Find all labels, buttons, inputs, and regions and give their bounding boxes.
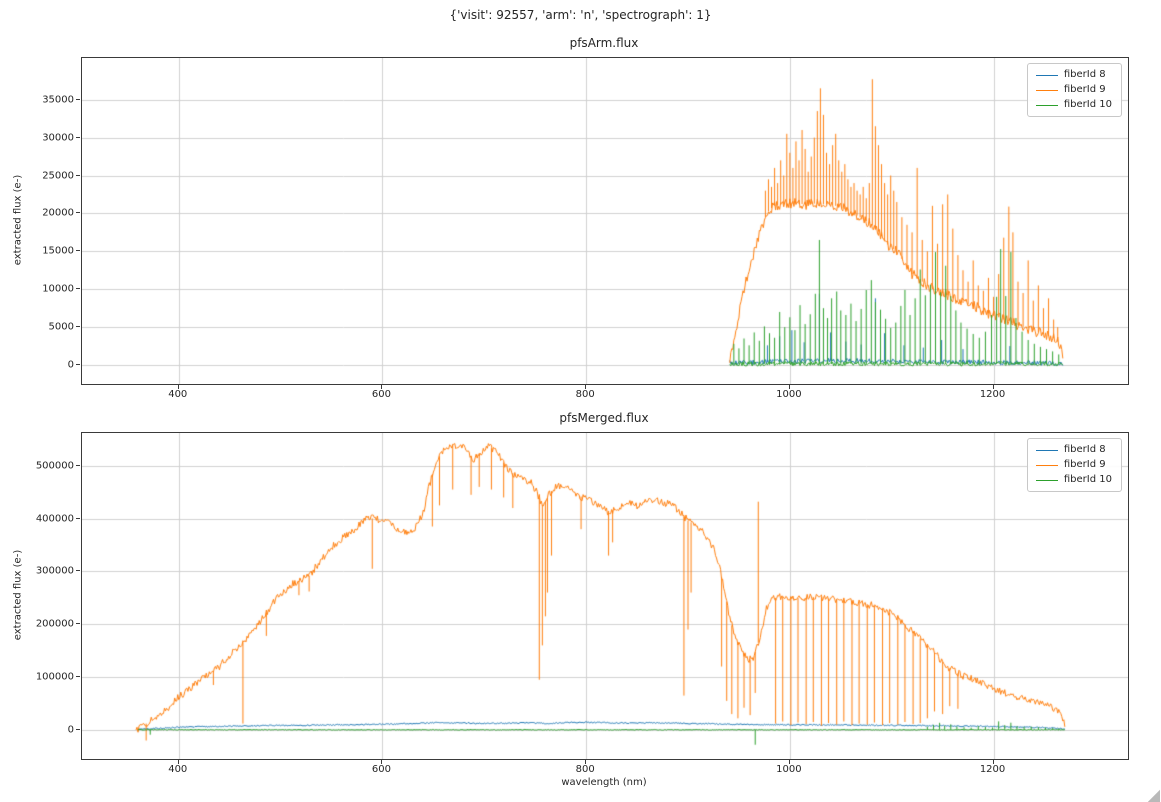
legend-item: fiberId 8 — [1035, 69, 1112, 81]
y-tick-label: 5000 — [48, 321, 74, 333]
x-tick-mark — [789, 385, 790, 389]
plot-canvas — [82, 58, 1128, 384]
pfsMerged-flux-chart: pfsMerged.flux extracted flux (e-) fiber… — [0, 411, 1161, 802]
legend-line-swatch — [1035, 89, 1058, 91]
legend-item: fiberId 10 — [1035, 474, 1112, 486]
legend-line-swatch — [1035, 479, 1058, 481]
x-tick-mark — [178, 385, 179, 389]
resize-grip-icon[interactable]: ◢ — [1147, 785, 1160, 802]
x-tick-mark — [585, 760, 586, 764]
x-tick-mark — [585, 385, 586, 389]
legend-line-swatch — [1035, 104, 1058, 106]
y-tick-mark — [76, 250, 80, 251]
y-tick-label: 35000 — [42, 94, 74, 106]
y-tick-label: 400000 — [35, 513, 74, 525]
plot-area: fiberId 8 fiberId 9 fiberId 10 — [81, 57, 1129, 385]
x-axis-label: wavelength (nm) — [561, 777, 647, 788]
y-tick-label: 0 — [67, 724, 74, 736]
figure-title: {'visit': 92557, 'arm': 'n', 'spectrogra… — [449, 8, 712, 22]
legend-label: fiberId 9 — [1063, 459, 1106, 470]
y-tick-label: 25000 — [42, 170, 74, 181]
chart-title: pfsArm.flux — [569, 36, 639, 50]
x-tick-mark — [381, 385, 382, 389]
legend-item: fiberId 8 — [1035, 444, 1112, 456]
y-tick-mark — [76, 99, 80, 100]
y-tick-mark — [76, 212, 80, 213]
plot-canvas — [82, 433, 1128, 759]
y-tick-mark — [76, 137, 80, 138]
x-tick-mark — [993, 385, 994, 389]
legend-line-swatch — [1035, 464, 1058, 466]
x-tick-label: 800 — [575, 764, 595, 775]
legend-label: fiberId 9 — [1063, 84, 1106, 95]
x-tick-label: 1000 — [776, 764, 802, 775]
legend-line-swatch — [1035, 449, 1058, 451]
y-axis-label: extracted flux (e-) — [12, 549, 24, 641]
legend-label: fiberId 10 — [1063, 99, 1112, 110]
y-tick-label: 30000 — [42, 132, 74, 144]
legend-item: fiberId 10 — [1035, 99, 1112, 111]
x-tick-label: 400 — [168, 764, 188, 775]
legend: fiberId 8 fiberId 9 fiberId 10 — [1026, 63, 1122, 117]
legend-line-swatch — [1035, 74, 1058, 76]
y-tick-mark — [76, 364, 80, 365]
x-tick-mark — [381, 760, 382, 764]
y-tick-label: 20000 — [42, 207, 74, 219]
x-tick-label: 600 — [371, 764, 391, 775]
legend-label: fiberId 8 — [1063, 69, 1106, 80]
y-tick-mark — [76, 570, 80, 571]
legend-item: fiberId 9 — [1035, 84, 1112, 96]
plot-area: fiberId 8 fiberId 9 fiberId 10 — [81, 432, 1129, 760]
y-tick-label: 15000 — [42, 245, 74, 257]
x-tick-label: 600 — [371, 389, 391, 400]
y-tick-label: 0 — [67, 359, 74, 371]
y-tick-mark — [76, 623, 80, 624]
y-tick-mark — [76, 175, 80, 176]
y-tick-mark — [76, 729, 80, 730]
y-axis-label: extracted flux (e-) — [12, 174, 24, 266]
x-tick-label: 400 — [168, 389, 188, 400]
y-tick-mark — [76, 288, 80, 289]
y-tick-label: 500000 — [35, 460, 74, 472]
y-tick-label: 10000 — [42, 283, 74, 295]
x-tick-label: 1200 — [979, 764, 1006, 775]
y-tick-mark — [76, 518, 80, 519]
chart-title: pfsMerged.flux — [559, 411, 649, 425]
y-tick-mark — [76, 465, 80, 466]
legend-label: fiberId 10 — [1063, 474, 1112, 485]
y-tick-label: 100000 — [35, 671, 74, 683]
legend-label: fiberId 8 — [1063, 444, 1106, 455]
x-tick-label: 1200 — [979, 389, 1006, 400]
x-tick-mark — [789, 760, 790, 764]
x-tick-mark — [178, 760, 179, 764]
y-tick-label: 300000 — [35, 565, 74, 577]
legend-item: fiberId 9 — [1035, 459, 1112, 471]
y-tick-label: 200000 — [35, 618, 74, 630]
pfsArm-flux-chart: pfsArm.flux extracted flux (e-) fiberId … — [0, 36, 1161, 411]
x-tick-mark — [993, 760, 994, 764]
legend: fiberId 8 fiberId 9 fiberId 10 — [1026, 438, 1122, 492]
y-tick-mark — [76, 326, 80, 327]
y-tick-mark — [76, 676, 80, 677]
x-tick-label: 1000 — [776, 389, 802, 400]
x-tick-label: 800 — [575, 389, 595, 400]
